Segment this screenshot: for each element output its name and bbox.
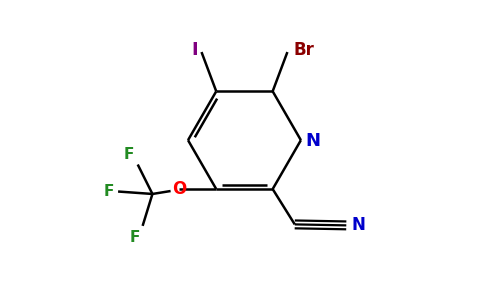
Text: F: F: [123, 147, 134, 162]
Text: N: N: [351, 216, 365, 234]
Text: N: N: [306, 132, 321, 150]
Text: O: O: [172, 180, 186, 198]
Text: I: I: [191, 40, 197, 58]
Text: Br: Br: [293, 40, 314, 58]
Text: F: F: [130, 230, 140, 245]
Text: F: F: [104, 184, 114, 199]
